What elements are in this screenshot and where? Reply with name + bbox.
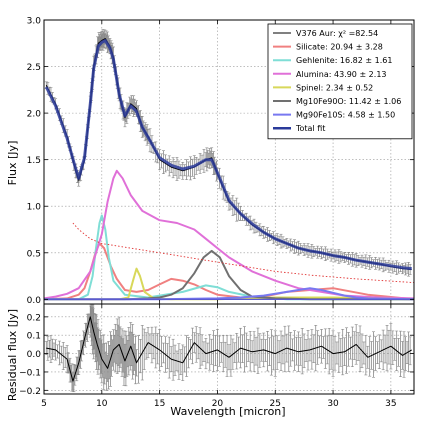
x-tick-label: 20 bbox=[212, 399, 224, 409]
residual-y-tick-label: −0.1 bbox=[19, 368, 41, 378]
legend: V376 Aur: χ² =82.54 Silicate: 20.94 ± 3.2… bbox=[267, 23, 413, 140]
flux-y-tick-label: 1.0 bbox=[27, 203, 42, 213]
residual-y-tick-label: 0.1 bbox=[27, 332, 41, 342]
flux-series-line-8 bbox=[72, 222, 414, 284]
x-tick-label: 10 bbox=[96, 399, 108, 409]
flux-series-line-7 bbox=[44, 39, 412, 271]
flux-series-line-3 bbox=[44, 169, 414, 300]
legend-box bbox=[267, 23, 413, 140]
legend-label: Mg10Fe90O: 11.42 ± 1.06 bbox=[296, 97, 401, 106]
residual-y-tick-label: 0.0 bbox=[27, 350, 42, 360]
residual-y-tick-label: 0.2 bbox=[27, 313, 41, 323]
legend-label: Total fit bbox=[295, 124, 325, 133]
flux-series-line-2 bbox=[44, 214, 414, 301]
residual-frame bbox=[43, 303, 415, 395]
flux-y-tick-label: 1.5 bbox=[27, 156, 41, 166]
legend-label: Mg90Fe10S: 4.58 ± 1.50 bbox=[296, 111, 395, 120]
residual-panel: −0.2 −0.1 0.0 0.1 0.2 5 10 15 20 25 30 35 bbox=[19, 303, 415, 409]
residual-y-axis-label: Residual flux [Jy] bbox=[6, 309, 19, 401]
legend-label: Alumina: 43.90 ± 2.13 bbox=[296, 70, 387, 79]
flux-series-line-4 bbox=[44, 267, 414, 301]
x-tick-label: 25 bbox=[270, 399, 281, 409]
legend-label: Spinel: 2.34 ± 0.52 bbox=[296, 83, 373, 92]
flux-y-tick-label: 2.5 bbox=[27, 63, 41, 73]
flux-y-axis-label: Flux [Jy] bbox=[6, 141, 19, 186]
x-tick-label: 35 bbox=[385, 399, 396, 409]
flux-y-tick-label: 0.5 bbox=[27, 249, 41, 259]
legend-label: Gehlenite: 16.82 ± 1.61 bbox=[296, 56, 392, 65]
residual-error-bars bbox=[44, 304, 412, 393]
flux-y-tick-label: 2.0 bbox=[27, 110, 42, 120]
legend-label: V376 Aur: χ² =82.54 bbox=[296, 29, 378, 38]
x-tick-label: 15 bbox=[154, 399, 165, 409]
residual-series-line-0 bbox=[46, 316, 412, 382]
flux-y-tick-label: 0.0 bbox=[27, 296, 42, 306]
flux-series-line-5 bbox=[44, 249, 414, 301]
flux-panel: 0.0 0.5 1.0 1.5 2.0 2.5 3.0 bbox=[27, 17, 415, 306]
legend-label: Silicate: 20.94 ± 3.28 bbox=[296, 43, 383, 52]
flux-y-tick-label: 3.0 bbox=[27, 17, 42, 27]
residual-y-tick-label: −0.2 bbox=[19, 387, 41, 397]
flux-series-line-6 bbox=[44, 287, 414, 301]
x-axis-label: Wavelength [micron] bbox=[170, 405, 285, 418]
x-tick-label: 5 bbox=[41, 399, 47, 409]
x-tick-label: 30 bbox=[327, 399, 339, 409]
